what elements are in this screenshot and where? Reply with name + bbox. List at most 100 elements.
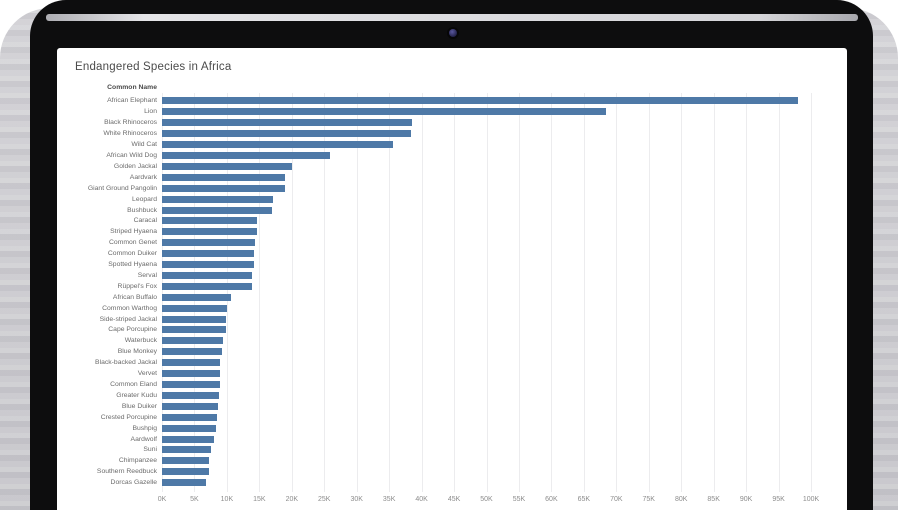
bar[interactable]: [162, 293, 231, 301]
x-tick-label: 65K: [577, 496, 591, 503]
bar[interactable]: [162, 97, 798, 105]
bar[interactable]: [162, 282, 252, 290]
gridlines: [57, 93, 847, 492]
bar[interactable]: [162, 141, 393, 149]
bar[interactable]: [162, 304, 227, 312]
webcam-icon: [449, 29, 457, 37]
gridline: [811, 93, 812, 492]
bar[interactable]: [162, 162, 292, 170]
category-label: Bushbuck: [127, 206, 157, 214]
gridline: [518, 93, 520, 492]
x-tick-label: 0K: [157, 496, 167, 503]
bar[interactable]: [162, 391, 220, 399]
bar[interactable]: [162, 195, 273, 203]
category-label: African Buffalo: [112, 293, 157, 301]
bar[interactable]: [162, 315, 227, 323]
gridline: [291, 93, 293, 492]
chart-row: Bushpig: [57, 423, 847, 434]
chart-row: Lion: [57, 106, 847, 117]
x-tick-label: 10K: [220, 496, 234, 503]
bar[interactable]: [162, 173, 286, 181]
category-label: Waterbuck: [124, 337, 157, 345]
gridline: [162, 93, 163, 492]
x-tick-label: 30K: [350, 496, 363, 503]
bar[interactable]: [162, 119, 412, 127]
bar[interactable]: [162, 228, 257, 236]
category-label: Caracal: [133, 217, 157, 225]
chart-row: Crested Porcupine: [57, 412, 847, 423]
category-label: Common Eland: [110, 381, 157, 389]
chart-row: African Buffalo: [57, 292, 847, 303]
chart-row: Vervet: [57, 368, 847, 379]
category-label: Leopard: [132, 195, 157, 203]
bar[interactable]: [162, 217, 257, 225]
x-tick-label: 55K: [512, 496, 526, 503]
rows: African Elephant Lion Black Rhinoceros Whit…: [57, 96, 847, 489]
bar[interactable]: [162, 479, 207, 487]
gridline: [454, 93, 456, 492]
x-tick-label: 25K: [318, 496, 331, 503]
chart-row: African Wild Dog: [57, 150, 847, 161]
x-tick-label: 60K: [545, 496, 558, 503]
x-tick-label: 90K: [739, 496, 753, 503]
bar[interactable]: [162, 151, 331, 159]
category-label: Giant Ground Pangolin: [87, 184, 157, 192]
bar[interactable]: [162, 206, 272, 214]
gridline: [389, 93, 391, 492]
chart-row: Side-striped Jackal: [57, 314, 847, 325]
bar[interactable]: [162, 468, 209, 476]
bar[interactable]: [162, 250, 255, 258]
bar[interactable]: [162, 359, 221, 367]
laptop-screen: Endangered Species in Africa Common Name…: [57, 48, 847, 510]
chart-row: Common Eland: [57, 379, 847, 390]
gridline: [194, 93, 196, 492]
category-label: Lion: [144, 108, 157, 116]
chart-row: Waterbuck: [57, 335, 847, 346]
bar[interactable]: [162, 446, 211, 454]
chart-row: Leopard: [57, 194, 847, 205]
x-tick-label: 15K: [253, 496, 266, 503]
category-label: Side-striped Jackal: [99, 315, 157, 323]
bar[interactable]: [162, 130, 411, 138]
category-column-header: Common Name: [107, 84, 157, 91]
bar[interactable]: [162, 271, 253, 279]
chart-row: Dorcas Gazelle: [57, 477, 847, 488]
category-label: Common Duiker: [107, 250, 157, 258]
chart-row: Serval: [57, 270, 847, 281]
bar[interactable]: [162, 424, 216, 432]
gridline: [356, 93, 358, 492]
category-label: Common Genet: [109, 239, 157, 247]
x-tick-label: 35K: [382, 496, 396, 503]
category-label: African Elephant: [107, 97, 157, 105]
bar[interactable]: [162, 402, 218, 410]
x-tick-label: 45K: [447, 496, 461, 503]
bar[interactable]: [162, 184, 285, 192]
bar[interactable]: [162, 381, 220, 389]
bar[interactable]: [162, 326, 226, 334]
chart-row: African Elephant: [57, 96, 847, 107]
bar[interactable]: [162, 457, 209, 465]
chart-row: Cape Porcupine: [57, 325, 847, 336]
bar[interactable]: [162, 108, 606, 116]
x-tick-label: 50K: [480, 496, 493, 503]
bar[interactable]: [162, 239, 255, 247]
bar[interactable]: [162, 337, 223, 345]
category-label: Aardvark: [129, 173, 157, 181]
bar[interactable]: [162, 413, 218, 421]
chart-row: Suni: [57, 445, 847, 456]
category-label: White Rhinoceros: [103, 130, 157, 138]
gridline: [259, 93, 261, 492]
bar[interactable]: [162, 348, 222, 356]
gridline: [713, 93, 715, 492]
bar[interactable]: [162, 435, 214, 443]
bar[interactable]: [162, 370, 220, 378]
category-label: Blue Monkey: [117, 348, 157, 356]
category-label: Blue Duiker: [121, 402, 157, 410]
x-tick-label: 20K: [285, 496, 299, 503]
category-label: Serval: [137, 271, 157, 279]
bar[interactable]: [162, 261, 255, 269]
x-tick-label: 40K: [415, 496, 428, 503]
x-tick-label: 5K: [190, 496, 199, 503]
chart-row: Striped Hyaena: [57, 226, 847, 237]
